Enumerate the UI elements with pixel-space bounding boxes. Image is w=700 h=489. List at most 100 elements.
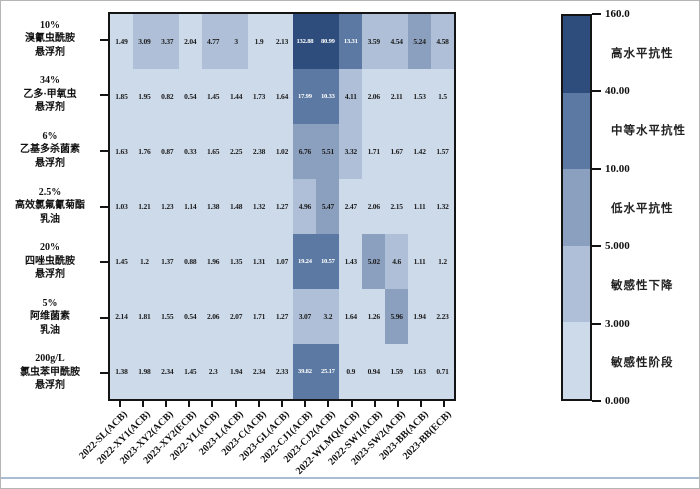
x-tick [234, 401, 237, 407]
heatmap-cell: 1.63 [408, 344, 432, 399]
x-tick [118, 401, 121, 407]
heatmap-cell: 5.47 [316, 179, 340, 234]
heatmap-cell: 0.82 [155, 69, 179, 124]
heatmap-cell: 5.02 [362, 234, 386, 289]
heatmap-cell: 1.94 [224, 344, 248, 399]
heatmap-cell: 2.3 [201, 344, 225, 399]
heatmap-cell: 5.96 [385, 289, 409, 344]
colorbar-tick [592, 400, 601, 402]
heatmap-cell: 17.99 [293, 69, 317, 124]
heatmap-cell: 1.96 [201, 234, 225, 289]
y-tick [100, 261, 108, 264]
colorbar-band-label: 中等水平抗性 [611, 125, 686, 138]
heatmap-cell: 3.32 [339, 124, 363, 179]
colorbar-tick [592, 90, 601, 93]
heatmap-cell: 1.9 [247, 14, 271, 69]
heatmap-cell: 3.09 [132, 14, 156, 69]
heatmap-cell: 4.96 [293, 179, 317, 234]
heatmap-cell: 6.76 [293, 124, 317, 179]
colorbar-tick-label: 0.000 [605, 395, 630, 407]
row-label: 10% 溴氰虫酰胺 悬浮剂 [25, 19, 75, 58]
heatmap-cell: 1.55 [155, 289, 179, 344]
row-label: 2.5% 高效氯氟氰菊酯 乳油 [15, 186, 85, 225]
heatmap-cell: 1.64 [339, 289, 363, 344]
heatmap-cell: 3.37 [155, 14, 179, 69]
colorbar-band-label: 低水平抗性 [611, 202, 674, 215]
heatmap-cell: 10.33 [316, 69, 340, 124]
heatmap-cell: 1.43 [339, 234, 363, 289]
x-tick [327, 401, 330, 407]
row-label: 20% 四唑虫酰胺 悬浮剂 [25, 242, 75, 281]
colorbar-band-label: 敏感性下降 [611, 279, 674, 292]
heatmap-cell: 2.47 [339, 179, 363, 234]
heatmap-cell: 25.17 [316, 344, 340, 399]
heatmap-cell: 2.06 [362, 69, 386, 124]
heatmap-cell: 3.59 [362, 14, 386, 69]
heatmap-cell: 3.07 [293, 289, 317, 344]
x-tick [257, 401, 260, 407]
heatmap-cell: 2.38 [247, 124, 271, 179]
heatmap-cell: 1.07 [270, 234, 294, 289]
x-tick [443, 401, 446, 407]
colorbar-tick [592, 167, 601, 170]
colorbar-segment [563, 16, 590, 93]
heatmap-cell: 1.14 [178, 179, 202, 234]
heatmap-cell: 2.34 [247, 344, 271, 399]
heatmap-cell: 0.87 [155, 124, 179, 179]
heatmap-cell: 1.11 [408, 179, 432, 234]
heatmap-cell: 1.45 [178, 344, 202, 399]
x-tick [373, 401, 376, 407]
heatmap-cell: 1.94 [408, 289, 432, 344]
heatmap-cell: 1.95 [132, 69, 156, 124]
heatmap-cell: 1.21 [132, 179, 156, 234]
y-tick [100, 38, 108, 41]
colorbar-segment [563, 92, 590, 170]
colorbar [561, 14, 592, 401]
heatmap-cell: 1.32 [431, 179, 454, 234]
heatmap-cell: 0.88 [178, 234, 202, 289]
heatmap-cell: 1.64 [270, 69, 294, 124]
heatmap-cell: 0.94 [362, 344, 386, 399]
heatmap-cell: 2.25 [224, 124, 248, 179]
colorbar-tick [592, 13, 601, 15]
x-tick [420, 401, 423, 407]
x-tick [281, 401, 283, 407]
heatmap-cell: 2.06 [362, 179, 386, 234]
x-tick [188, 401, 191, 407]
heatmap-cell: 1.57 [431, 124, 454, 179]
x-tick [211, 401, 214, 407]
heatmap-cell: 1.44 [224, 69, 248, 124]
colorbar-segment [563, 245, 590, 323]
heatmap-cell: 1.73 [247, 69, 271, 124]
colorbar-segment [563, 169, 590, 246]
heatmap-cell: 2.07 [224, 289, 248, 344]
heatmap-cell: 4.54 [385, 14, 409, 69]
colorbar-segment [563, 322, 590, 399]
heatmap-cell: 0.71 [431, 344, 454, 399]
heatmap-cell: 1.35 [224, 234, 248, 289]
heatmap-cell: 1.65 [201, 124, 225, 179]
row-label: 6% 乙基多杀菌素 悬浮剂 [20, 130, 80, 169]
heatmap-cell: 2.04 [178, 14, 202, 69]
heatmap-cell: 1.27 [270, 289, 294, 344]
heatmap-cell: 1.27 [270, 179, 294, 234]
heatmap-cell: 2.33 [270, 344, 294, 399]
heatmap-cell: 1.32 [247, 179, 271, 234]
colorbar-tick-label: 10.00 [605, 162, 630, 175]
heatmap-cell: 2.06 [201, 289, 225, 344]
heatmap-cell: 10.57 [316, 234, 340, 289]
heatmap-cell: 0.33 [178, 124, 202, 179]
heatmap-cell: 1.5 [431, 69, 454, 124]
heatmap-cell: 1.63 [110, 124, 133, 179]
heatmap-cell: 1.71 [362, 124, 386, 179]
x-tick [141, 401, 144, 407]
heatmap-cell: 1.37 [155, 234, 179, 289]
heatmap-cell: 1.38 [110, 344, 133, 399]
heatmap-cell: 1.45 [110, 234, 133, 289]
heatmap-cell: 1.03 [110, 179, 133, 234]
heatmap-cell: 4.6 [385, 234, 409, 289]
x-tick [397, 401, 399, 407]
heatmap-cell: 4.58 [431, 14, 454, 69]
heatmap-cell: 1.38 [201, 179, 225, 234]
